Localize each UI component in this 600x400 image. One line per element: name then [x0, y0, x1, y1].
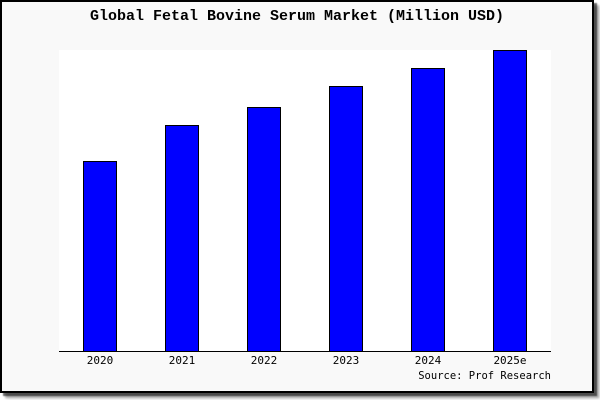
plot-area [59, 50, 551, 352]
xtick-2020: 2020 [86, 354, 114, 367]
chart-frame: Global Fetal Bovine Serum Market (Millio… [0, 0, 594, 393]
xtick-2023: 2023 [332, 354, 360, 367]
bar-2022 [247, 107, 281, 351]
bars-row [59, 50, 551, 351]
bar-slot [223, 50, 305, 351]
source-note: Source: Prof Research [418, 370, 551, 382]
xtick-2021: 2021 [168, 354, 196, 367]
bar-2023 [329, 86, 363, 351]
chart-title: Global Fetal Bovine Serum Market (Millio… [89, 8, 505, 25]
bar-slot [305, 50, 387, 351]
bar-2025e [493, 50, 527, 351]
bar-2021 [165, 125, 199, 351]
bar-slot [469, 50, 551, 351]
xtick-2022: 2022 [250, 354, 278, 367]
xaxis-labels: 2020 2021 2022 2023 2024 2025e [59, 354, 551, 367]
bar-slot [59, 50, 141, 351]
xtick-2025e: 2025e [493, 354, 527, 367]
bar-2024 [411, 68, 445, 351]
xtick-2024: 2024 [414, 354, 442, 367]
bar-slot [141, 50, 223, 351]
bar-2020 [83, 161, 117, 351]
bar-slot [387, 50, 469, 351]
